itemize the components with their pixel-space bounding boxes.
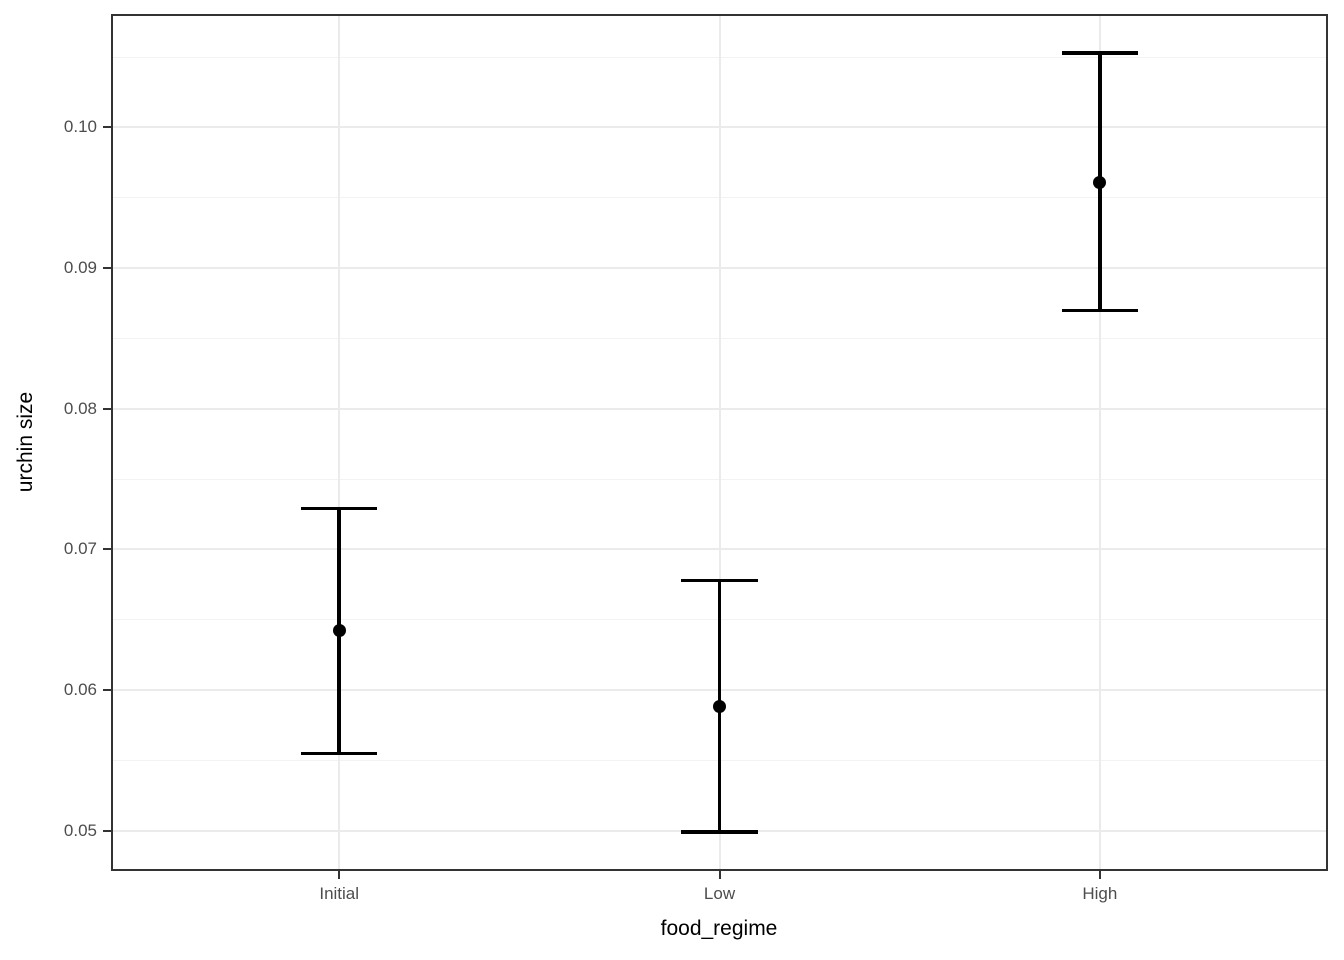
y-tick [103,689,111,691]
error-bar-cap-bottom [681,830,758,834]
error-bar-cap-bottom [301,751,378,756]
x-tick [338,871,341,879]
gridline-major-y [111,126,1328,129]
error-bar-cap-top [301,506,378,511]
y-tick-label: 0.09 [63,258,97,278]
y-tick-label: 0.06 [63,680,97,699]
error-bar-cap-top [1061,51,1138,55]
y-tick [103,548,111,551]
y-tick [103,126,111,129]
x-tick [1098,871,1101,879]
data-point [332,624,346,638]
y-tick-label: 0.08 [63,398,97,418]
x-tick-label: Low [703,884,736,903]
error-bar-cap-bottom [1061,308,1138,313]
x-axis-title: food_regime [660,917,778,940]
gridline-major-y [111,267,1328,270]
gridline-major-y [111,548,1328,551]
y-tick [103,267,111,270]
y-axis-title: urchin size [14,391,37,493]
y-tick-label: 0.10 [63,117,97,137]
plot-panel [111,14,1328,871]
data-point [1093,175,1107,189]
y-tick [103,829,111,832]
error-bar-cap-top [681,578,758,583]
x-tick [718,871,721,879]
y-tick [103,407,111,410]
x-tick-label: Initial [319,884,360,903]
x-tick-label: High [1082,884,1118,903]
gridline-minor-y [111,197,1328,199]
gridline-minor-y [111,56,1328,58]
gridline-minor-y [111,337,1328,339]
gridline-minor-y [111,478,1328,480]
data-point [713,700,726,714]
y-tick-label: 0.07 [63,539,97,559]
gridline-major-y [111,407,1328,410]
y-tick-label: 0.05 [63,820,97,840]
